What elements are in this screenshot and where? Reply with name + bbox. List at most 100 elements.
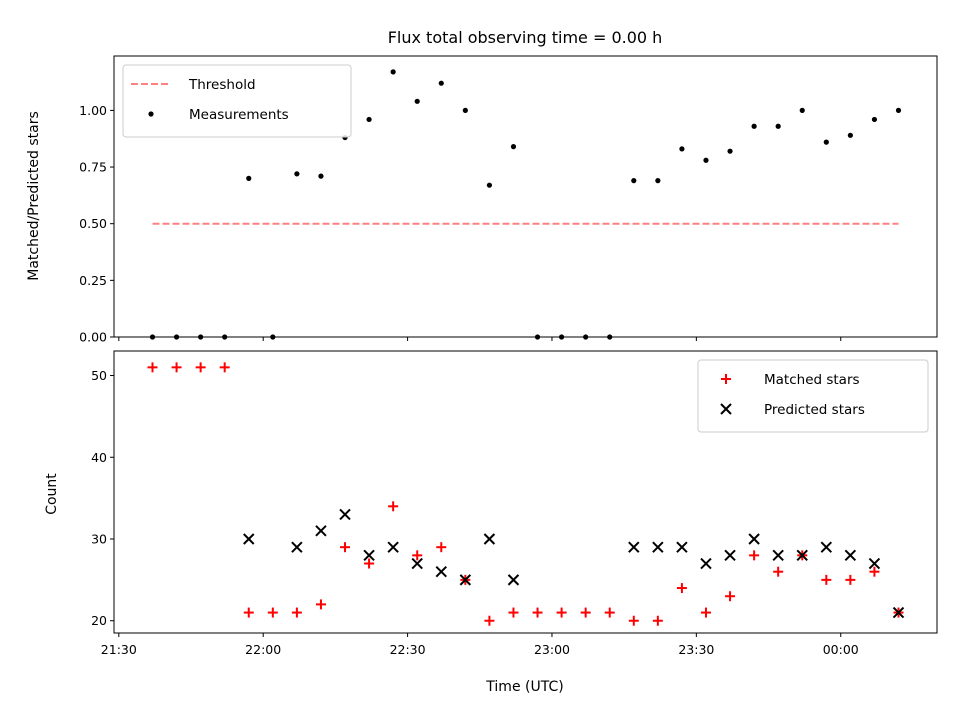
bottom-series-1-point-7-b: [315, 525, 327, 537]
bottom-legend-key-0: [721, 374, 731, 384]
bottom-series-1-point-13-b: [459, 574, 472, 586]
bottom-series-0-point-7: [315, 599, 326, 610]
top-y-tick-label-2: 0.50: [79, 216, 107, 231]
bottom-series-0-point-23: [700, 607, 711, 618]
bottom-series-0-point-22: [676, 583, 687, 594]
x-tick-label-0: 21:30: [101, 642, 137, 657]
bottom-series-0-point-28: [821, 574, 832, 585]
bottom-series-0-point-1: [171, 362, 182, 373]
top-series-1-point-24: [727, 148, 733, 154]
bottom-series-1-point-8: [339, 508, 351, 521]
bottom-series-1-point-10-b: [387, 541, 399, 553]
x-axis-label: Time (UTC): [485, 679, 563, 695]
bottom-series-1-point-4-b: [243, 533, 255, 545]
top-series-1-point-14: [486, 182, 493, 188]
bottom-series-1-point-25-b: [748, 533, 760, 545]
top-series-1-point-22: [679, 146, 685, 152]
bottom-panel: 20 30 40 50 21:30 22:00 22:30 23:00 23:30 00:00 Ma…: [91, 350, 938, 657]
bottom-series-1-point-15-b: [507, 574, 520, 586]
bottom-y-tick-label-1: 30: [91, 532, 107, 547]
bottom-y-axis-label: Count: [44, 473, 60, 515]
top-series-1-point-15: [510, 144, 517, 150]
top-series-1-point-30: [871, 116, 878, 123]
bottom-series-0-point-17: [556, 607, 567, 618]
bottom-series-0-point-16: [532, 607, 543, 618]
bottom-series-0-point-18: [580, 607, 591, 618]
bottom-series-0-point-0: [147, 362, 158, 373]
top-y-tick-label-4: 1.00: [79, 103, 107, 118]
bottom-y-tick-label-3: 50: [91, 368, 107, 383]
bottom-series-0-point-15: [508, 607, 519, 618]
chart-title: Flux total observing time = 0.00 h: [388, 28, 663, 47]
top-legend-box: [122, 64, 352, 138]
bottom-series-0-point-6: [291, 607, 302, 618]
top-legend-label-0: Threshold: [188, 77, 256, 93]
bottom-series-0-point-10: [388, 501, 399, 512]
bottom-series-0-point-12: [436, 542, 447, 553]
bottom-series-1-point-14: [483, 533, 496, 545]
bottom-legend-key-1: [720, 403, 732, 415]
bottom-legend-box: [697, 359, 929, 433]
bottom-series-1-point-8-b: [339, 508, 351, 521]
bottom-series-1-point-9: [363, 549, 375, 562]
top-series-1-point-7: [318, 173, 324, 179]
top-series-1-point-11: [414, 98, 420, 104]
bottom-series-1-point-10: [387, 541, 399, 553]
bottom-series-1-point-28-b: [820, 541, 833, 553]
x-tick-label-2: 22:30: [390, 642, 426, 657]
bottom-series-1-point-21: [652, 541, 664, 553]
bottom-axes-frame: [113, 350, 938, 634]
bottom-series-0-point-4: [243, 607, 254, 618]
bottom-series-1-point-28: [820, 541, 833, 553]
x-tick-label-1: 22:00: [245, 642, 281, 657]
x-tick-label-5: 00:00: [823, 642, 859, 657]
x-tick-label-3: 23:00: [534, 642, 570, 657]
bottom-series-1-point-11-b: [411, 557, 423, 570]
top-y-tick-label-0: 0.00: [79, 330, 107, 345]
bottom-series-1-point-31: [892, 606, 905, 619]
bottom-series-0-point-25: [749, 550, 760, 561]
bottom-series-1-point-14-b: [483, 533, 496, 545]
top-series-1-point-12: [438, 80, 444, 86]
bottom-series-1-point-23-b: [700, 557, 712, 570]
bottom-y-tick-label-0: 20: [91, 613, 107, 628]
top-series-1-point-26: [775, 123, 781, 129]
bottom-series-0-point-8: [340, 542, 351, 553]
bottom-y-tick-label-2: 40: [91, 450, 107, 465]
bottom-series-1-point-6-b: [291, 541, 303, 553]
bottom-series-0-point-14: [484, 615, 495, 626]
top-axes-frame: [113, 55, 938, 338]
top-series-1-point-9: [366, 116, 372, 123]
bottom-series-0-point-24: [725, 591, 736, 602]
bottom-series-1-point-22-b: [676, 541, 688, 553]
bottom-series-1-point-23: [700, 557, 712, 570]
bottom-series-1-point-30: [868, 557, 881, 570]
bottom-series-1-point-31-b: [892, 606, 905, 619]
bottom-series-0-point-3: [219, 362, 230, 373]
bottom-legend-label-1: Predicted stars: [764, 402, 865, 418]
bottom-series-1-point-7: [315, 525, 327, 537]
bottom-series-1-point-27: [796, 549, 808, 562]
bottom-series-0-point-30: [869, 566, 880, 577]
bottom-series-1-point-20-b: [628, 541, 640, 553]
bottom-legend-key-1-b: [720, 403, 732, 415]
bottom-series-1-point-15: [507, 574, 520, 586]
top-series-1-point-27: [799, 107, 805, 113]
top-series-1-point-20: [631, 178, 637, 184]
bottom-series-0-point-29: [845, 574, 856, 585]
bottom-series-1-point-21-b: [652, 541, 664, 553]
top-y-tick-label-1: 0.25: [79, 273, 107, 288]
bottom-series-1-point-6: [291, 541, 303, 553]
bottom-series-0-point-19: [604, 607, 615, 618]
bottom-series-1-point-9-b: [363, 549, 375, 562]
bottom-series-0-point-5: [267, 607, 278, 618]
bottom-series-1-point-20: [628, 541, 640, 553]
top-series-1-point-31: [895, 107, 902, 113]
top-series-1-point-4: [246, 175, 252, 181]
bottom-series-1-point-29-b: [844, 549, 857, 562]
bottom-series-1-point-26-b: [772, 549, 784, 562]
top-series-1-point-21: [655, 178, 661, 184]
top-panel: 0.00 0.25 0.50 0.75 1.00 Threshold Measurement…: [79, 55, 938, 345]
top-y-axis-label: Matched/Predicted stars: [26, 111, 42, 281]
